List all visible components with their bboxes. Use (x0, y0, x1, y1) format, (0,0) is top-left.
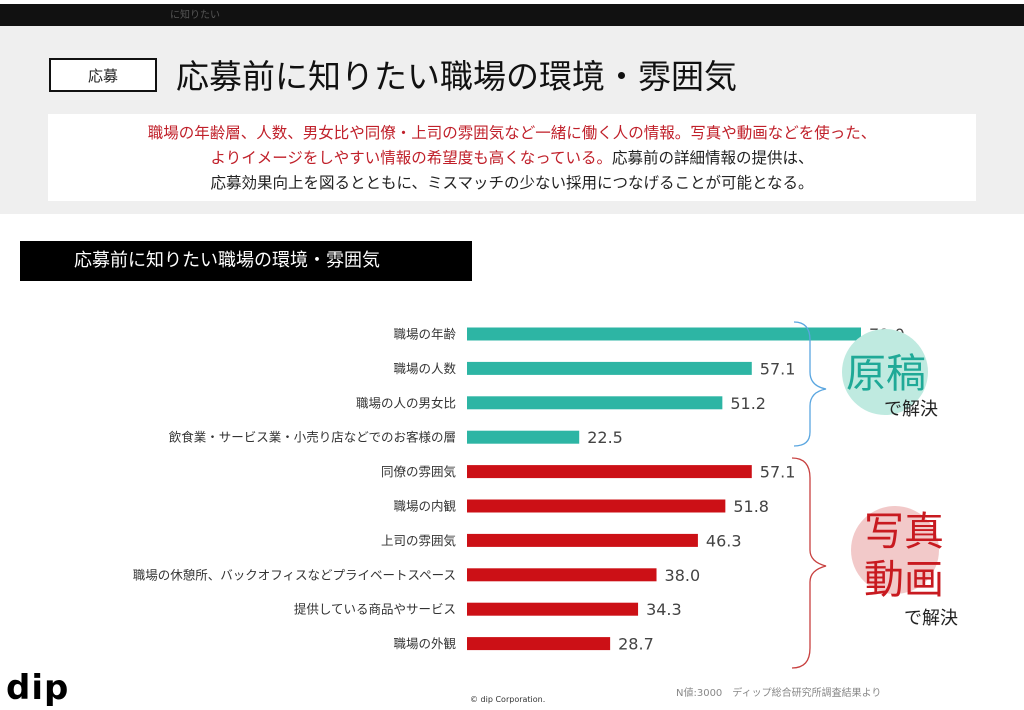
chart-title: 応募前に知りたい職場の環境・雰囲気 (20, 241, 472, 281)
bar (467, 430, 580, 444)
red-circle (851, 506, 939, 594)
category-label: 職場の人数 (393, 361, 456, 376)
copyright: © dip Corporation. (470, 695, 546, 704)
bar (467, 465, 752, 479)
topbar-text: に知りたい (170, 10, 220, 21)
category-label: 職場の年齢 (393, 327, 456, 342)
category-label: 職場の外観 (393, 636, 456, 651)
category-label: 飲食業・サービス業・小売り店などでのお客様の層 (169, 430, 456, 445)
summary-line-3: 応募効果向上を図るとともに、ミスマッチの少ない採用につなげることが可能となる。 (48, 171, 976, 196)
bar (467, 533, 698, 547)
value-label: 34.3 (646, 600, 682, 619)
brace-teal (793, 321, 827, 447)
summary-black-3: 応募効果向上を図るとともに、ミスマッチの少ない採用につなげることが可能となる。 (210, 174, 814, 192)
summary-box: 職場の年齢層、人数、男女比や同僚・上司の雰囲気など一緒に働く人の情報。写真や動画… (48, 114, 976, 201)
annotation-photo-sub: で解決 (904, 608, 958, 629)
category-label: 職場の休憩所、バックオフィスなどプライベートスペース (133, 567, 456, 582)
summary-line-1: 職場の年齢層、人数、男女比や同僚・上司の雰囲気など一緒に働く人の情報。写真や動画… (48, 121, 976, 146)
brace-red (791, 457, 827, 669)
value-label: 28.7 (618, 635, 654, 654)
value-label: 51.2 (730, 394, 766, 413)
section-tag: 応募 (49, 58, 157, 92)
bar-chart: 職場の年齢79.0職場の人数57.1職場の人の男女比51.2飲食業・サービス業・… (133, 321, 958, 669)
annotation-video: 動画 (864, 557, 944, 603)
category-label: 上司の雰囲気 (381, 533, 456, 548)
value-label: 46.3 (706, 531, 742, 550)
category-label: 職場の人の男女比 (356, 395, 456, 410)
bar (467, 637, 611, 651)
bars-layer: 職場の年齢79.0職場の人数57.1職場の人の男女比51.2飲食業・サービス業・… (133, 325, 905, 654)
annotation-genko-sub: で解決 (884, 399, 938, 420)
category-label: 職場の内観 (393, 499, 456, 514)
page-title: 応募前に知りたい職場の環境・雰囲気 (176, 57, 737, 96)
value-label: 51.8 (733, 497, 769, 516)
category-label: 提供している商品やサービス (294, 602, 456, 617)
summary-red-1: 職場の年齢層、人数、男女比や同僚・上司の雰囲気など一緒に働く人の情報。写真や動画… (147, 124, 877, 142)
bar (467, 602, 639, 616)
top-bar: に知りたい (0, 4, 1024, 26)
value-label: 57.1 (760, 463, 796, 482)
summary-line-2: よりイメージをしやすい情報の希望度も高くなっている。応募前の詳細情報の提供は、 (48, 146, 976, 171)
bar (467, 568, 657, 582)
dip-logo: dip (6, 668, 70, 708)
summary-red-2: よりイメージをしやすい情報の希望度も高くなっている。 (210, 149, 612, 167)
source-note: N値:3000 ディップ総合研究所調査結果より (676, 688, 882, 699)
summary-black-2: 応募前の詳細情報の提供は、 (611, 149, 814, 167)
teal-circle (842, 329, 928, 415)
category-label: 同僚の雰囲気 (381, 464, 456, 479)
bar (467, 361, 752, 375)
bar (467, 396, 723, 410)
value-label: 22.5 (587, 428, 623, 447)
annotation-photo: 写真 (864, 509, 944, 555)
bar (467, 327, 861, 341)
bar (467, 499, 726, 513)
value-label: 57.1 (760, 359, 796, 378)
value-label: 38.0 (665, 566, 701, 585)
annotation-genko: 原稿 (846, 351, 926, 397)
